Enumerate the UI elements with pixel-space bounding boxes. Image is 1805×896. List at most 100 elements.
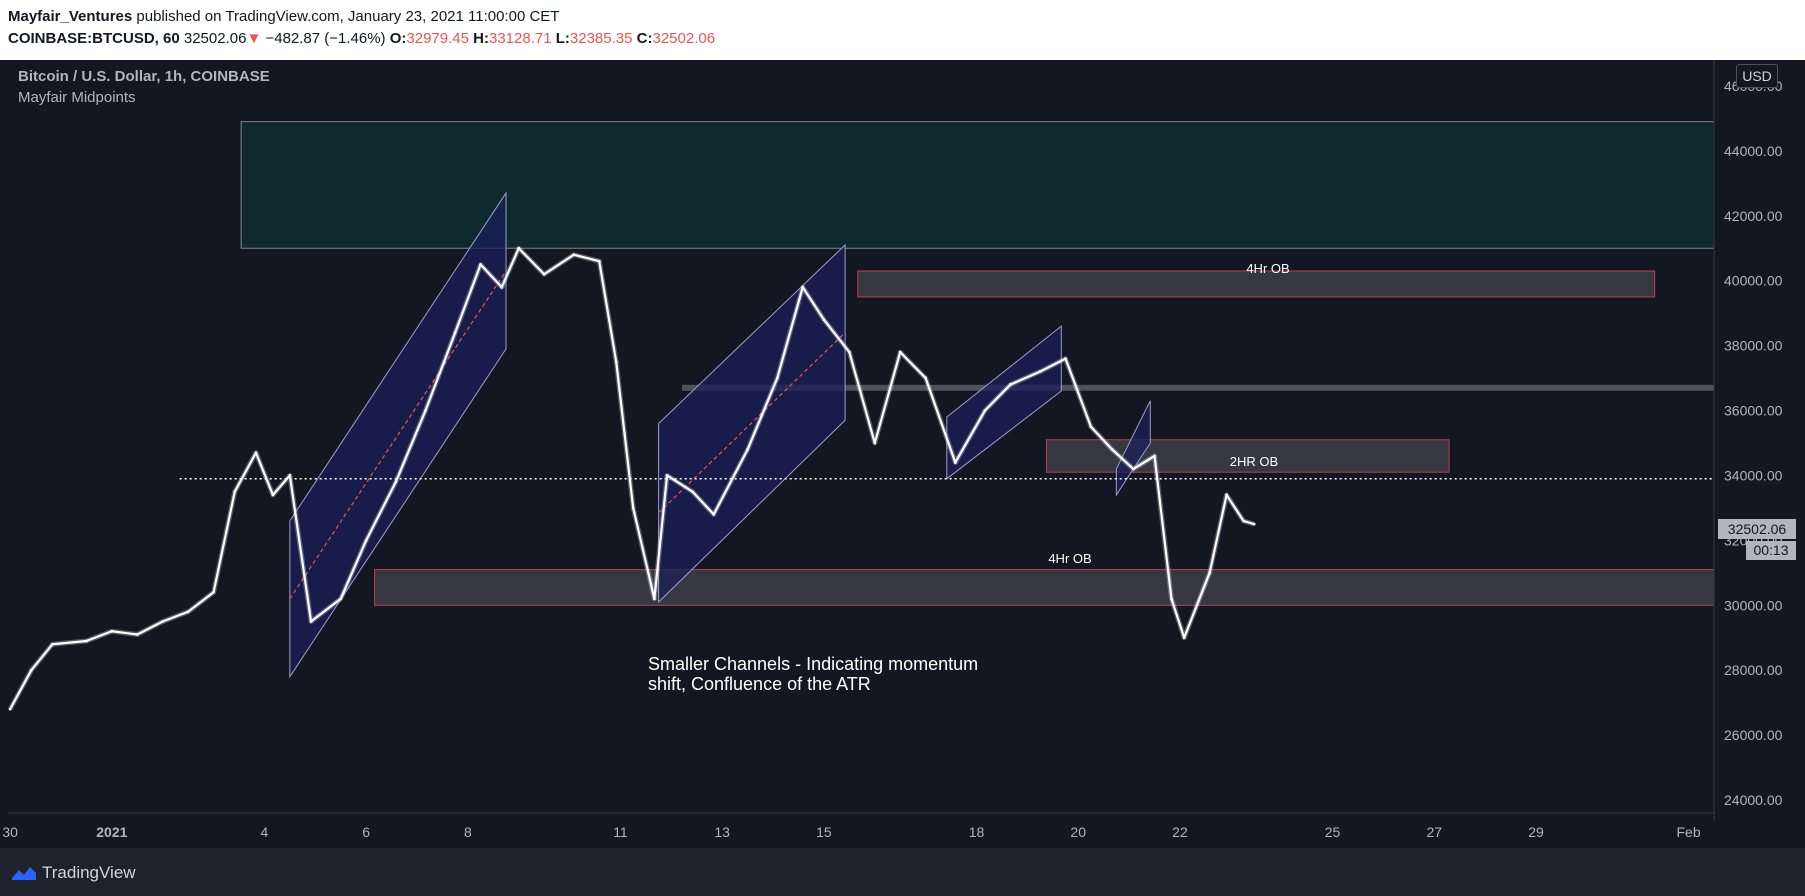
x-tick-label: 8: [464, 824, 472, 840]
price-point: [924, 376, 928, 380]
y-tick-label: 24000.00: [1724, 792, 1783, 808]
x-tick-label: 30: [2, 824, 18, 840]
y-tick-label: 40000.00: [1724, 273, 1783, 289]
tradingview-brand[interactable]: TradingView: [42, 863, 136, 882]
price-point: [1242, 519, 1245, 523]
price-line: [9, 247, 1255, 710]
price-point: [822, 318, 826, 322]
channel-3: [946, 325, 1062, 480]
price-point: [394, 480, 398, 484]
open-label: O:: [389, 30, 407, 47]
y-tick-label: 34000.00: [1724, 467, 1783, 483]
resistance-band: [681, 384, 1714, 391]
price-point: [665, 474, 669, 477]
price-point: [1208, 571, 1212, 575]
y-tick-label: 30000.00: [1724, 597, 1783, 613]
x-tick-label: 29: [1528, 824, 1544, 840]
channel-4: [1115, 400, 1151, 497]
x-tick-label: 2021: [96, 824, 127, 840]
y-tick-label: 28000.00: [1724, 662, 1783, 678]
price-point: [233, 490, 237, 494]
price-point: [339, 597, 343, 601]
price-point: [479, 263, 482, 266]
price-point: [1064, 357, 1067, 361]
price-point: [652, 597, 656, 601]
price-point: [1182, 636, 1186, 640]
annotation-text: Smaller Channels - Indicating momentum s…: [648, 654, 979, 694]
price-point: [135, 633, 139, 636]
price-point: [983, 409, 987, 412]
y-tick-label: 42000.00: [1724, 208, 1783, 224]
x-tick-label: 25: [1325, 824, 1341, 840]
ob-2hr-zone: [1045, 439, 1450, 473]
price-point: [309, 620, 313, 623]
price-point: [424, 409, 427, 412]
price-point: [364, 538, 368, 542]
y-tick-label: 26000.00: [1724, 727, 1783, 743]
ob-4hr-upper-label: 4Hr OB: [1246, 261, 1290, 276]
price-point: [254, 451, 258, 455]
price-point: [1089, 425, 1093, 429]
price-point: [500, 285, 504, 289]
ob-4hr-lower-zone: [374, 569, 1715, 606]
price-point: [1170, 597, 1173, 601]
last-price-tag: 32502.06: [1718, 519, 1796, 539]
indicator-legend[interactable]: Mayfair Midpoints: [18, 89, 136, 106]
price-point: [453, 331, 457, 335]
price-point: [1153, 454, 1156, 458]
symbol-label[interactable]: COINBASE:BTCUSD, 60: [8, 30, 180, 47]
price-point: [614, 360, 618, 364]
price-point: [953, 461, 957, 464]
price-point: [746, 448, 750, 451]
channel-2-midline: [658, 332, 846, 514]
publish-header: Mayfair_Ventures published on TradingVie…: [0, 0, 1805, 60]
price-point: [161, 620, 165, 623]
price-point: [597, 259, 601, 263]
x-tick-label: 4: [261, 824, 269, 840]
price-point: [1131, 467, 1135, 471]
high-label: H:: [473, 30, 489, 47]
channel-1-midline: [289, 270, 507, 600]
price-point: [186, 610, 190, 614]
ob-4hr-upper-zone: [857, 270, 1656, 298]
price-point: [542, 272, 546, 276]
price-change: −482.87 (−1.46%): [265, 30, 386, 47]
y-tick-label: 36000.00: [1724, 403, 1783, 419]
chart-annotation: Smaller Channels - Indicating momentum s…: [648, 654, 978, 694]
x-tick-label: 11: [613, 824, 628, 840]
high-value: 33128.71: [488, 30, 552, 47]
price-point: [775, 376, 779, 380]
y-tick-label: 44000.00: [1724, 143, 1783, 159]
low-value: 32385.35: [569, 30, 633, 47]
currency-button[interactable]: USD: [1736, 64, 1778, 88]
x-tick-label: Feb: [1677, 824, 1701, 840]
price-point: [691, 490, 694, 494]
x-tick-label: 27: [1426, 824, 1442, 840]
x-tick-label: 13: [714, 824, 730, 840]
x-tick-label: 18: [969, 824, 985, 840]
published-text: published on TradingView.com, January 23…: [136, 8, 560, 25]
footer: [0, 848, 1805, 896]
legend-title[interactable]: Bitcoin / U.S. Dollar, 1h, COINBASE: [18, 68, 270, 85]
x-tick-label: 15: [816, 824, 832, 840]
ohlc-line: COINBASE:BTCUSD, 60 32502.06▼ −482.87 (−…: [8, 30, 715, 47]
price-point: [631, 506, 635, 510]
close-value: 32502.06: [652, 30, 716, 47]
ob-4hr-lower-label: 4Hr OB: [1048, 551, 1092, 566]
bar-countdown: 00:13: [1746, 541, 1796, 560]
price-point: [271, 493, 275, 497]
price-point: [801, 285, 805, 289]
x-tick-label: 20: [1070, 824, 1086, 840]
price-point: [1038, 370, 1042, 373]
price-point: [288, 474, 292, 477]
tradingview-logo-icon[interactable]: [10, 864, 38, 882]
price-halo: [7, 245, 1255, 711]
price-point: [1110, 448, 1114, 451]
x-tick-label: 6: [362, 824, 370, 840]
price-point: [873, 441, 877, 445]
author-name[interactable]: Mayfair_Ventures: [8, 8, 133, 25]
publish-line: Mayfair_Ventures published on TradingVie…: [8, 8, 559, 25]
price-point: [898, 350, 902, 354]
ob-2hr-label: 2HR OB: [1229, 454, 1279, 469]
